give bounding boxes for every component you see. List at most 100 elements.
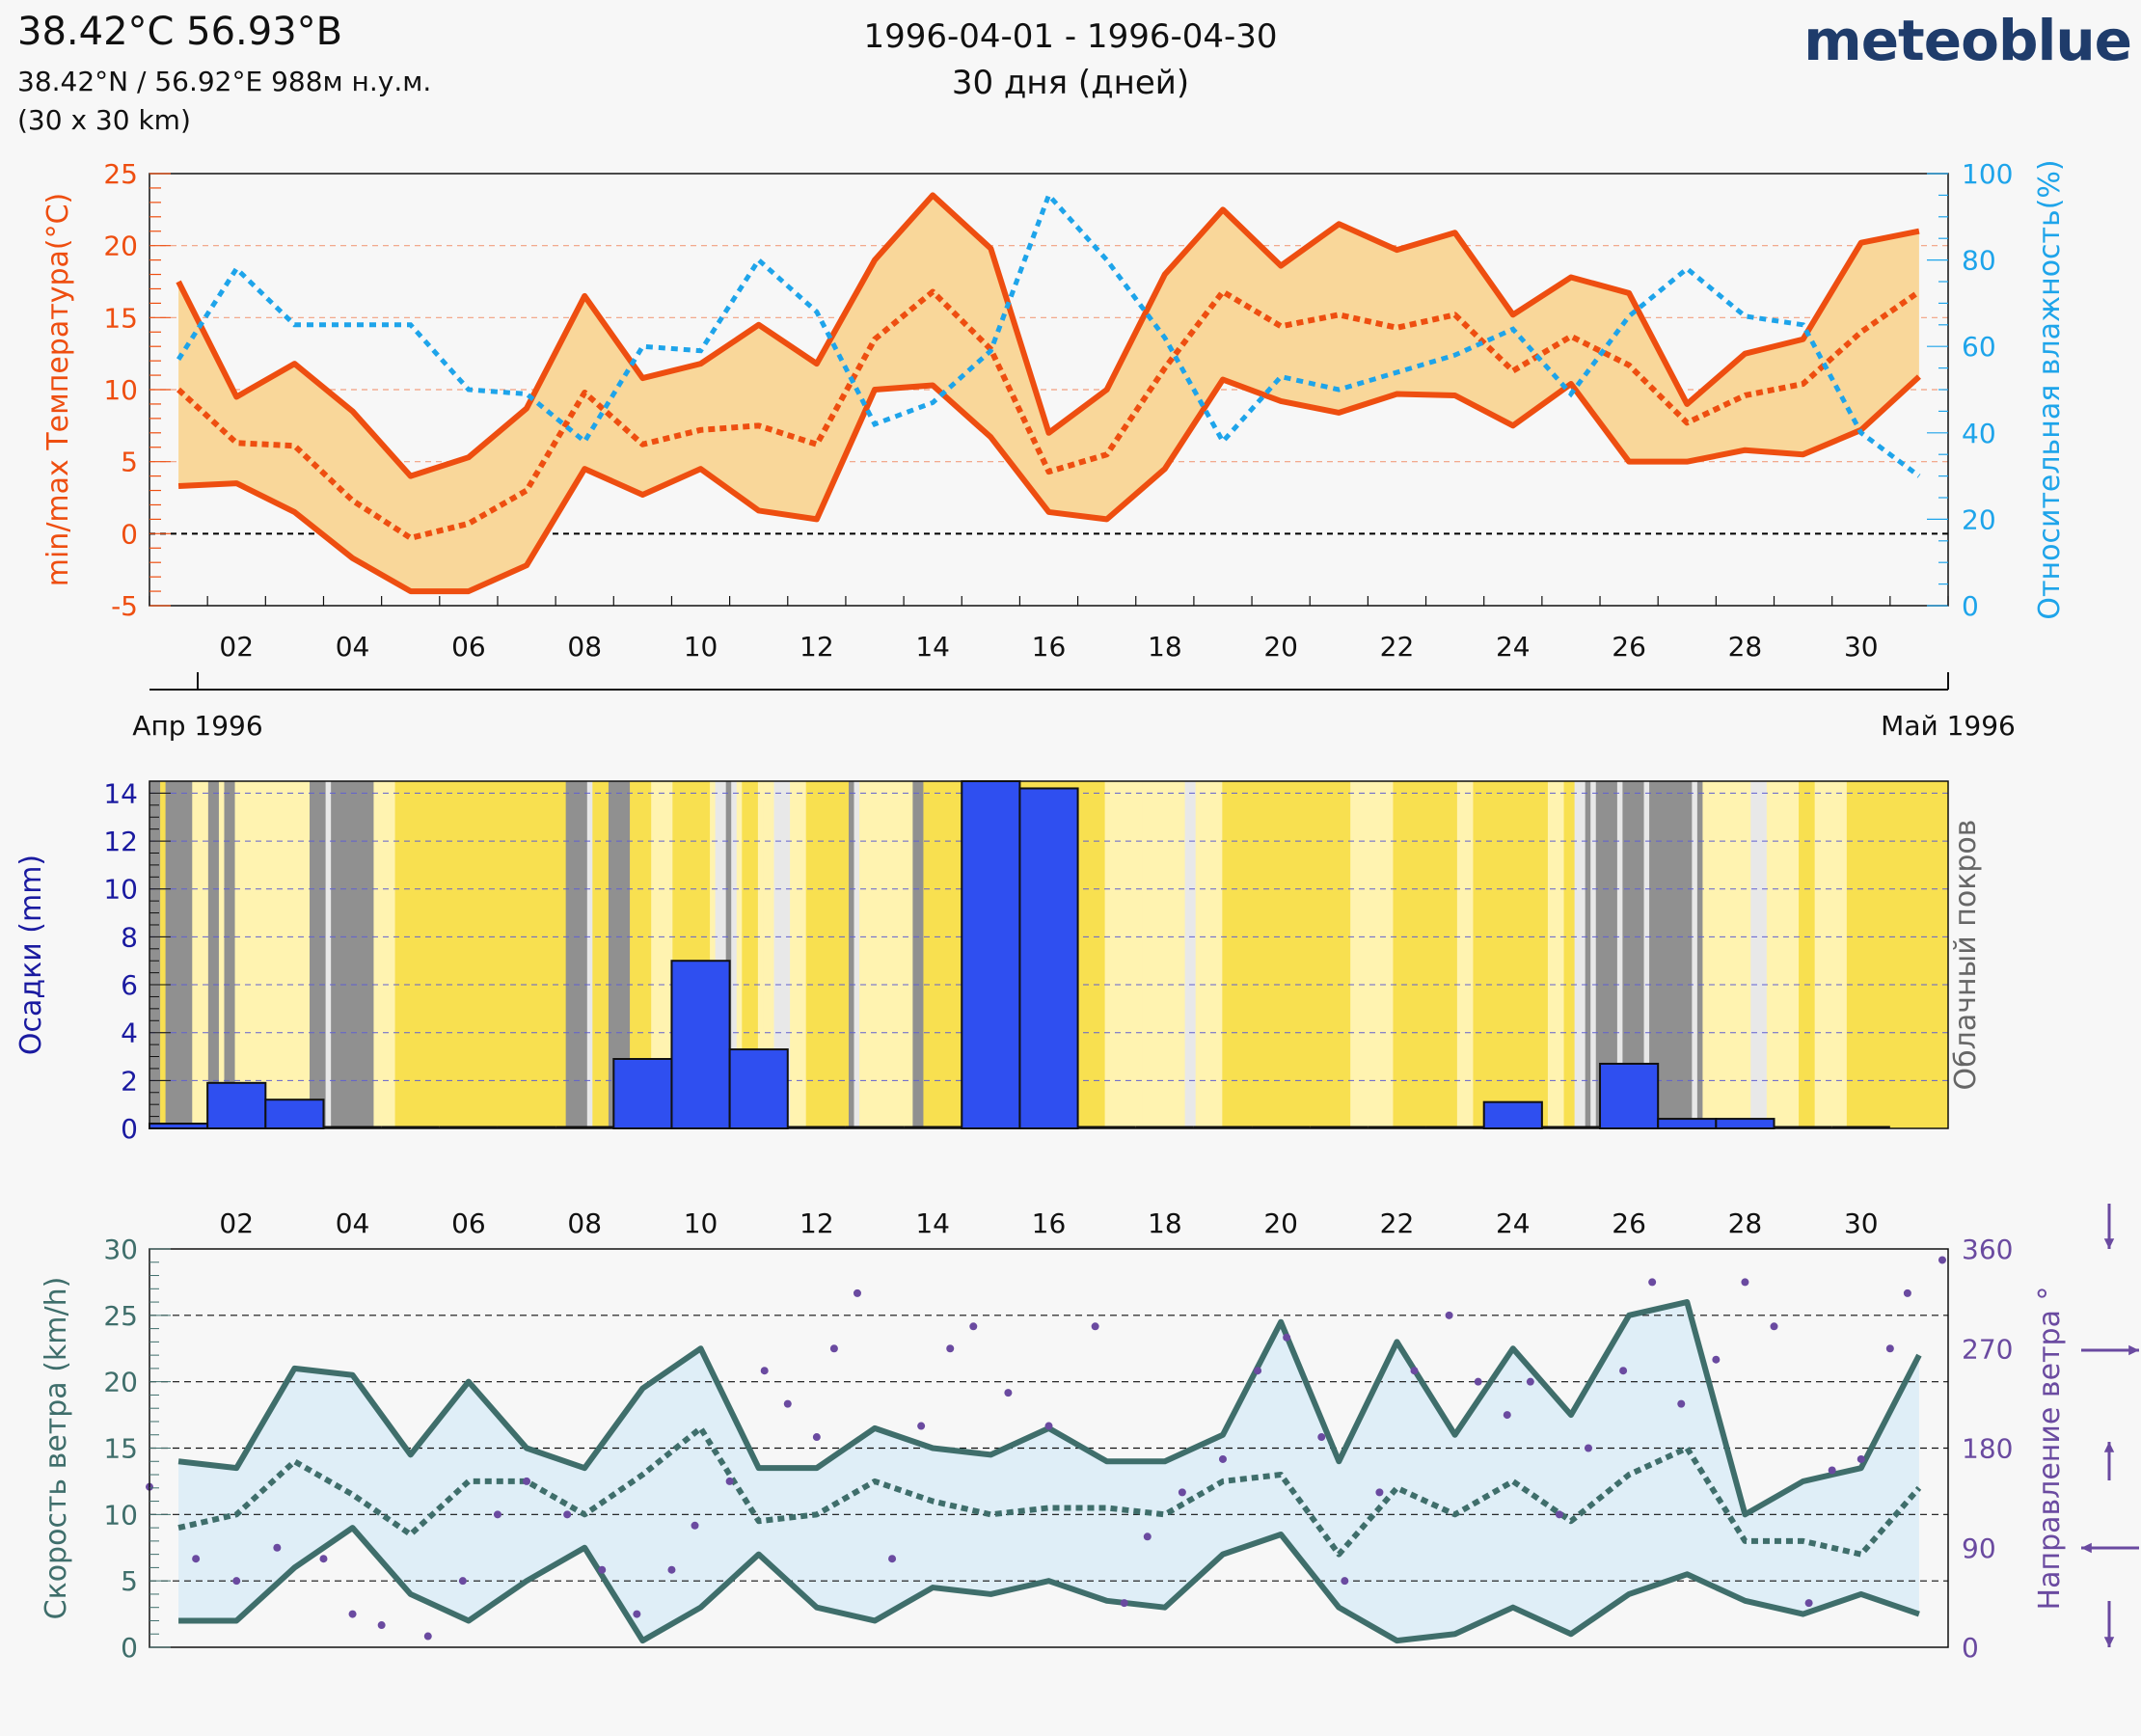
cloud-cover-segment (1879, 781, 1885, 1128)
cloud-cover-segment (902, 781, 908, 1128)
cloud-cover-segment (1536, 781, 1544, 1128)
cloud-cover-segment (203, 781, 209, 1128)
wind-direction-point (1445, 1311, 1453, 1319)
precip-bar (1018, 787, 1079, 1130)
wind-direction-point (598, 1565, 607, 1574)
wind-direction-point (232, 1577, 241, 1586)
cloud-cover-segment (805, 781, 812, 1128)
precip-axis-title: Осадки (mm) (14, 854, 48, 1055)
temp-tick-label: 20 (103, 231, 138, 262)
cloud-cover-segment (1707, 781, 1715, 1128)
precip-bar (206, 1081, 267, 1130)
cloud-cover-segment (491, 781, 498, 1128)
cloud-cover-segment (1595, 781, 1602, 1128)
cloud-cover-segment (1643, 781, 1650, 1128)
cloud-cover-segment (1580, 781, 1586, 1128)
cloud-cover-segment (1237, 781, 1245, 1128)
cloud-cover-segment (1521, 781, 1528, 1128)
cloud-cover-segment (261, 781, 268, 1128)
cloud-cover-segment (224, 781, 230, 1128)
wind-mean-line (177, 1424, 1922, 1558)
temp-range-fill (178, 195, 1919, 592)
wind-direction-point (1410, 1367, 1419, 1375)
temp-date-label: 22 (1380, 631, 1415, 663)
wind-direction-point (1712, 1355, 1721, 1364)
wind-direction-point (1143, 1533, 1152, 1541)
cloud-cover-segment (1334, 781, 1341, 1128)
cloud-cover-segment (816, 781, 823, 1128)
cloud-cover-segment (550, 781, 556, 1128)
cloud-cover-segment (421, 781, 428, 1128)
north-wind-arrow-bottom-icon-head (2103, 1637, 2115, 1647)
cloud-cover-segment (1206, 781, 1212, 1128)
cloud-cover-segment (1884, 781, 1890, 1128)
wind-direction-point (1555, 1510, 1563, 1519)
cloud-cover-segment (1270, 781, 1277, 1128)
cloud-cover-segment (955, 781, 962, 1128)
temp-date-label: 06 (451, 631, 486, 663)
wind-date-label: 22 (1380, 1207, 1415, 1239)
temp-date-label: 16 (1032, 631, 1067, 663)
precip-tick-label: 0 (121, 1113, 138, 1145)
cloud-cover-segment (1477, 781, 1485, 1128)
wind-direction-point (667, 1565, 676, 1574)
cloud-cover-segment (1825, 781, 1831, 1128)
precip-bar (612, 1058, 673, 1129)
cloud-cover-segment (752, 781, 759, 1128)
cloud-cover-segment (390, 781, 396, 1128)
humidity-tick-label: 0 (1962, 590, 1979, 622)
east-wind-arrow-icon-head (2128, 1344, 2139, 1356)
temp-mean-line (176, 288, 1921, 541)
cloud-cover-segment (367, 781, 375, 1128)
cloud-cover-segment (176, 781, 182, 1128)
cloud-cover-segment (1467, 781, 1475, 1128)
meteoblue-logo[interactable]: meteoblue (1803, 8, 2132, 73)
cloud-cover-segment (523, 781, 529, 1128)
wind-direction-point (1903, 1288, 1911, 1297)
cloud-cover-segment (1616, 781, 1624, 1128)
wind-direction-point (969, 1322, 978, 1331)
humidity-line (176, 190, 1921, 478)
cloud-cover-segment (154, 781, 161, 1128)
cloud-cover-segment (1675, 781, 1682, 1128)
wind-direction-point (1619, 1367, 1628, 1375)
cloud-cover-segment (1574, 781, 1581, 1128)
cloud-cover-segment (1686, 781, 1693, 1128)
cloud-cover-segment (1787, 781, 1795, 1128)
cloud-cover-segment (763, 781, 770, 1128)
direction-tick-label: 180 (1962, 1433, 2013, 1465)
cloud-cover-segment (1558, 781, 1565, 1128)
location-coordinates: 38.42°N / 56.92°E 988м н.у.м. (17, 66, 432, 97)
cloud-cover-segment (1163, 781, 1170, 1128)
wind-direction-point (1004, 1389, 1013, 1397)
cloud-cover-segment (837, 781, 845, 1128)
wind-direction-point (1677, 1399, 1686, 1408)
wind-direction-point (1474, 1377, 1482, 1386)
wind-direction-point (423, 1632, 432, 1641)
cloud-cover-segment (683, 781, 690, 1128)
cloud-cover-segment (912, 781, 919, 1128)
cloud-cover-segment (881, 781, 887, 1128)
north-wind-arrow-icon-head (2103, 1238, 2115, 1249)
cloud-cover-segment (784, 781, 791, 1128)
cloud-cover-segment (1216, 781, 1223, 1128)
wind-direction-point (319, 1555, 328, 1563)
cloud-cover-segment (1456, 781, 1463, 1128)
cloud-cover-segment (1606, 781, 1613, 1128)
cloud-cover-segment (240, 781, 247, 1128)
cloud-cover-segment (603, 781, 610, 1128)
cloud-cover-segment (645, 781, 652, 1128)
cloud-cover-segment (1563, 781, 1570, 1128)
direction-tick-label: 270 (1962, 1333, 2013, 1365)
cloud-cover-segment (1729, 781, 1736, 1128)
cloud-cover-segment (1601, 781, 1608, 1128)
cloud-cover-segment (1547, 781, 1555, 1128)
wind-direction-point (1526, 1377, 1534, 1386)
cloud-cover-segment (1441, 781, 1448, 1128)
cloud-cover-segment (394, 781, 401, 1128)
cloud-cover-segment (1820, 781, 1827, 1128)
cloud-cover-segment (186, 781, 193, 1128)
cloud-cover-segment (1184, 781, 1191, 1128)
location-title: 38.42°C 56.93°B (17, 10, 343, 54)
wind-tick-label: 10 (103, 1499, 138, 1531)
